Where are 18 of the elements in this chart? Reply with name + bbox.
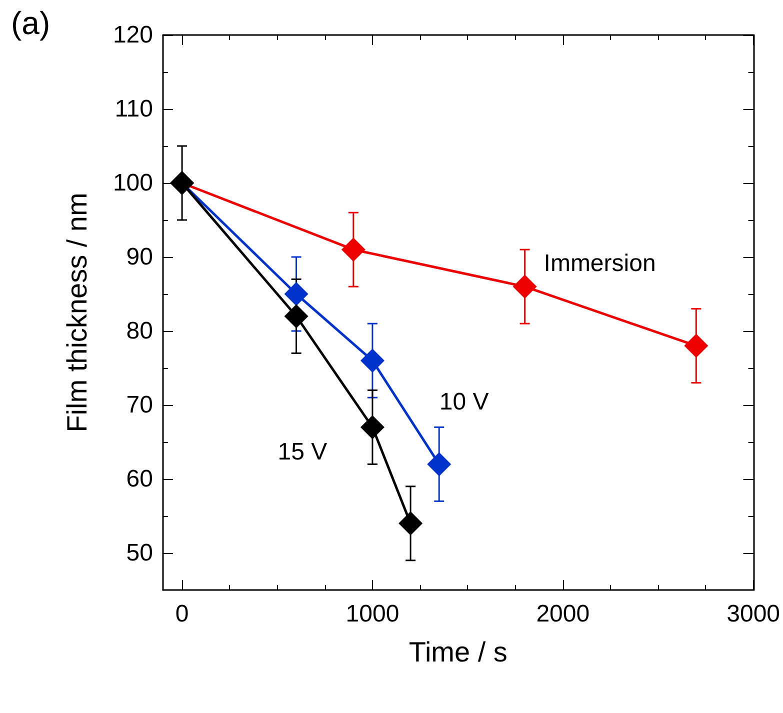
chart-title: (a): [11, 5, 50, 41]
y-tick-label: 50: [126, 540, 153, 566]
y-tick-label: 80: [126, 318, 153, 344]
y-tick-label: 100: [112, 170, 153, 196]
y-tick-label: 70: [126, 392, 153, 418]
series-label: Immersion: [544, 250, 656, 278]
y-axis-title: Film thickness / nm: [62, 192, 92, 432]
x-tick-label: 2000: [536, 600, 590, 628]
y-tick-label: 90: [126, 244, 153, 270]
y-tick-label: 60: [126, 466, 153, 492]
series-label: 15 V: [278, 438, 328, 466]
x-axis-title: Time / s: [408, 636, 508, 668]
y-tick-label: 120: [112, 22, 153, 48]
x-tick-label: 1000: [346, 600, 400, 628]
x-tick-label: 0: [175, 600, 189, 628]
series-label: 10 V: [439, 388, 489, 416]
y-tick-label: 110: [114, 96, 153, 122]
x-tick-label: 3000: [726, 600, 780, 628]
